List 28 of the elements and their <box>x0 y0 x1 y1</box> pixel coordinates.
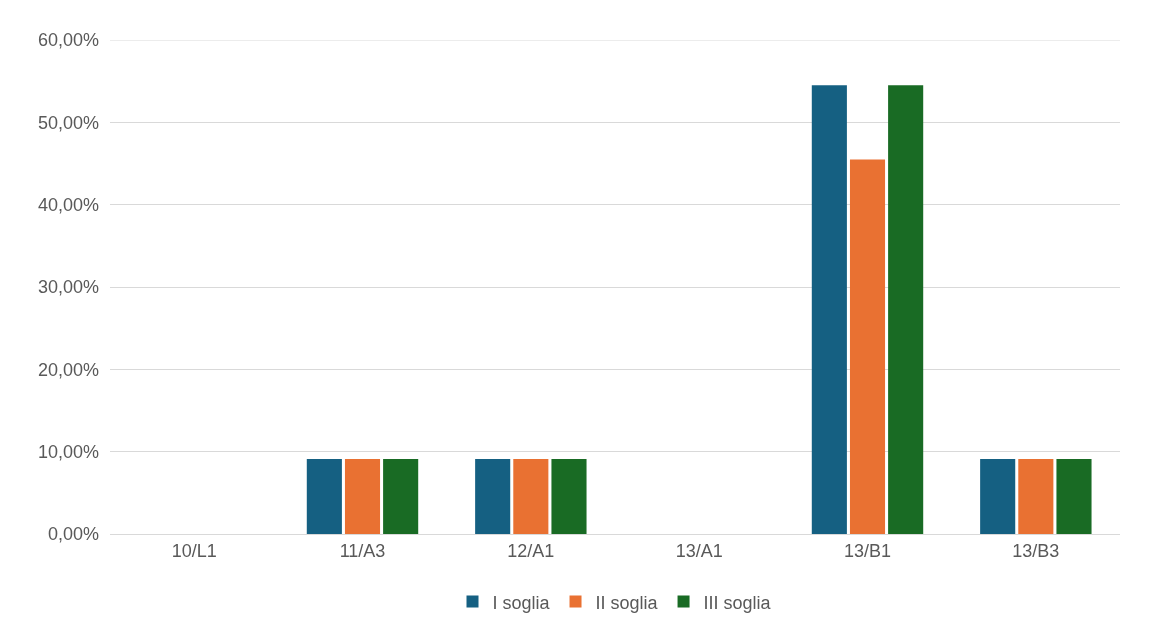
x-tick-label: 10/L1 <box>171 540 217 561</box>
legend-label: III soglia <box>703 592 772 613</box>
x-tick-label: 13/A1 <box>675 540 723 561</box>
bar <box>1018 459 1054 534</box>
y-tick-label: 60,00% <box>37 30 99 51</box>
legend-label: I soglia <box>492 592 551 613</box>
bar <box>888 85 924 534</box>
x-tick-label: 13/B1 <box>843 540 892 561</box>
bar <box>306 459 342 534</box>
bar <box>344 459 381 534</box>
y-tick-label: 0,00% <box>47 524 99 545</box>
bar <box>849 159 886 534</box>
bar <box>383 459 419 534</box>
bar <box>1056 459 1092 534</box>
bar <box>513 459 549 534</box>
y-tick-label: 50,00% <box>37 112 99 133</box>
y-tick-label: 20,00% <box>37 359 99 380</box>
bar <box>551 459 587 534</box>
x-tick-label: 13/B3 <box>1012 540 1060 561</box>
x-tick-label: 11/A3 <box>339 540 386 561</box>
bar <box>980 459 1016 534</box>
x-tick-label: 12/A1 <box>507 540 555 561</box>
bar <box>475 459 511 534</box>
y-tick-label: 40,00% <box>37 194 99 215</box>
legend-label: II soglia <box>595 592 659 613</box>
y-tick-label: 10,00% <box>37 441 99 462</box>
bar <box>811 85 847 534</box>
y-tick-label: 30,00% <box>37 277 99 298</box>
